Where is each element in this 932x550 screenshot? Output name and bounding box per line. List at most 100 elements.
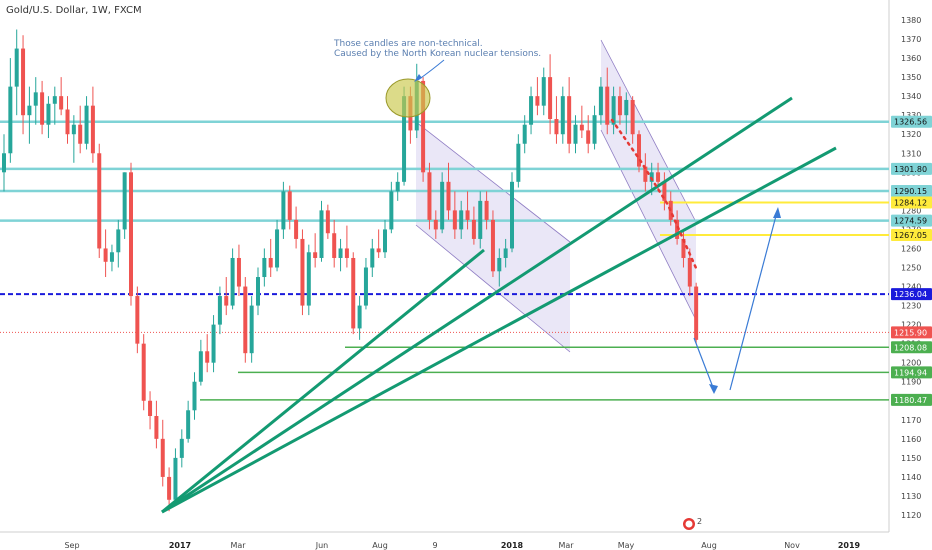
candle-down (656, 172, 661, 182)
price-label-text: 1194.94 (894, 368, 927, 377)
price-label-text: 1236.04 (894, 290, 927, 299)
candle-up (281, 191, 286, 230)
candle-up (14, 48, 19, 87)
candle-down (662, 181, 667, 201)
candle-up (319, 210, 324, 258)
candle-down (579, 124, 584, 131)
candle-down (325, 210, 330, 234)
candle-up (611, 96, 616, 125)
candle-up (529, 96, 534, 125)
candle-down (637, 134, 641, 167)
candle-up (52, 96, 57, 104)
candle-up (503, 248, 508, 258)
candle-down (294, 219, 299, 239)
candle-up (116, 229, 121, 253)
y-tick-label: 1120 (901, 511, 921, 520)
y-tick-label: 1150 (901, 454, 921, 463)
y-tick-label: 1320 (901, 130, 921, 139)
candle-up (84, 105, 89, 144)
y-tick-label: 1260 (901, 244, 921, 253)
candle-up (592, 115, 597, 144)
candle-up (249, 305, 254, 354)
candle-down (268, 257, 273, 268)
channel-upper-1 (415, 121, 571, 243)
candle-down (433, 219, 438, 230)
y-tick-label: 1310 (901, 149, 921, 158)
price-label-box (891, 341, 932, 354)
x-tick-label: Mar (558, 541, 574, 550)
candle-up (173, 457, 178, 500)
candle-down (471, 219, 476, 239)
candle-down (313, 252, 318, 258)
candle-up (211, 324, 216, 363)
candle-up (71, 124, 76, 135)
y-tick-label: 1240 (901, 283, 921, 292)
price-label-text: 1267.05 (894, 231, 927, 240)
candle-down (554, 119, 559, 135)
x-tick-label: 9 (432, 541, 437, 550)
candle-down (535, 96, 540, 106)
candle-up (186, 410, 191, 439)
y-tick-label: 1350 (901, 73, 921, 82)
y-tick-label: 1130 (901, 492, 921, 501)
candle-up (192, 381, 197, 411)
candle-down (694, 286, 699, 340)
x-tick-label: Aug (701, 541, 717, 550)
x-tick-label: 2018 (501, 541, 524, 550)
annotation-line-1: Those candles are non-technical. (334, 39, 483, 49)
candle-up (338, 248, 343, 258)
candle-up (395, 181, 400, 192)
price-label-text: 1215.90 (894, 328, 927, 337)
candle-down (351, 257, 356, 329)
y-tick-label: 1200 (901, 359, 921, 368)
candle-down (103, 248, 108, 262)
trendline-2 (161, 146, 837, 514)
price-label-box (891, 196, 932, 209)
candle-down (65, 109, 70, 135)
candle-up (46, 103, 51, 125)
candle-up (459, 210, 464, 230)
candle-up (383, 229, 387, 253)
candle-up (357, 305, 362, 329)
candle-down (243, 286, 248, 354)
candle-down (465, 210, 470, 220)
x-tick-label: Mar (230, 541, 246, 550)
x-tick-label: Nov (784, 541, 800, 550)
y-tick-label: 1380 (901, 16, 921, 25)
candle-down (687, 257, 692, 287)
channel-lower-1 (415, 224, 571, 353)
trendline-3 (161, 248, 485, 514)
candle-up (262, 257, 267, 278)
y-tick-label: 1360 (901, 54, 921, 63)
y-tick-label: 1160 (901, 435, 921, 444)
candle-down (160, 438, 165, 477)
price-label-text: 1326.56 (894, 118, 927, 127)
price-label-text: 1301.80 (894, 165, 927, 174)
candle-up (275, 229, 280, 268)
candle-up (122, 172, 127, 230)
candle-up (256, 277, 260, 306)
price-label-box (891, 288, 932, 301)
y-tick-label: 1190 (901, 378, 921, 387)
event-badge-count: 2 (697, 517, 702, 526)
candle-up (541, 77, 546, 106)
candle-down (97, 153, 102, 249)
price-label-text: 1284.12 (894, 199, 927, 208)
candle-up (573, 124, 578, 144)
candle-down (224, 296, 229, 306)
annotation-line-2: Caused by the North Korean nuclear tensi… (334, 49, 542, 59)
candle-up (598, 86, 603, 116)
candle-up (510, 181, 514, 249)
candle-down (129, 172, 133, 297)
y-tick-label: 1250 (901, 264, 921, 273)
price-label-box (891, 214, 932, 227)
candle-up (27, 105, 32, 116)
price-label-text: 1180.47 (894, 396, 927, 405)
candle-down (376, 248, 381, 253)
candle-up (440, 181, 445, 230)
candle-down (40, 92, 45, 125)
y-tick-label: 1280 (901, 206, 921, 215)
candle-up (497, 257, 502, 272)
candle-up (179, 438, 184, 458)
